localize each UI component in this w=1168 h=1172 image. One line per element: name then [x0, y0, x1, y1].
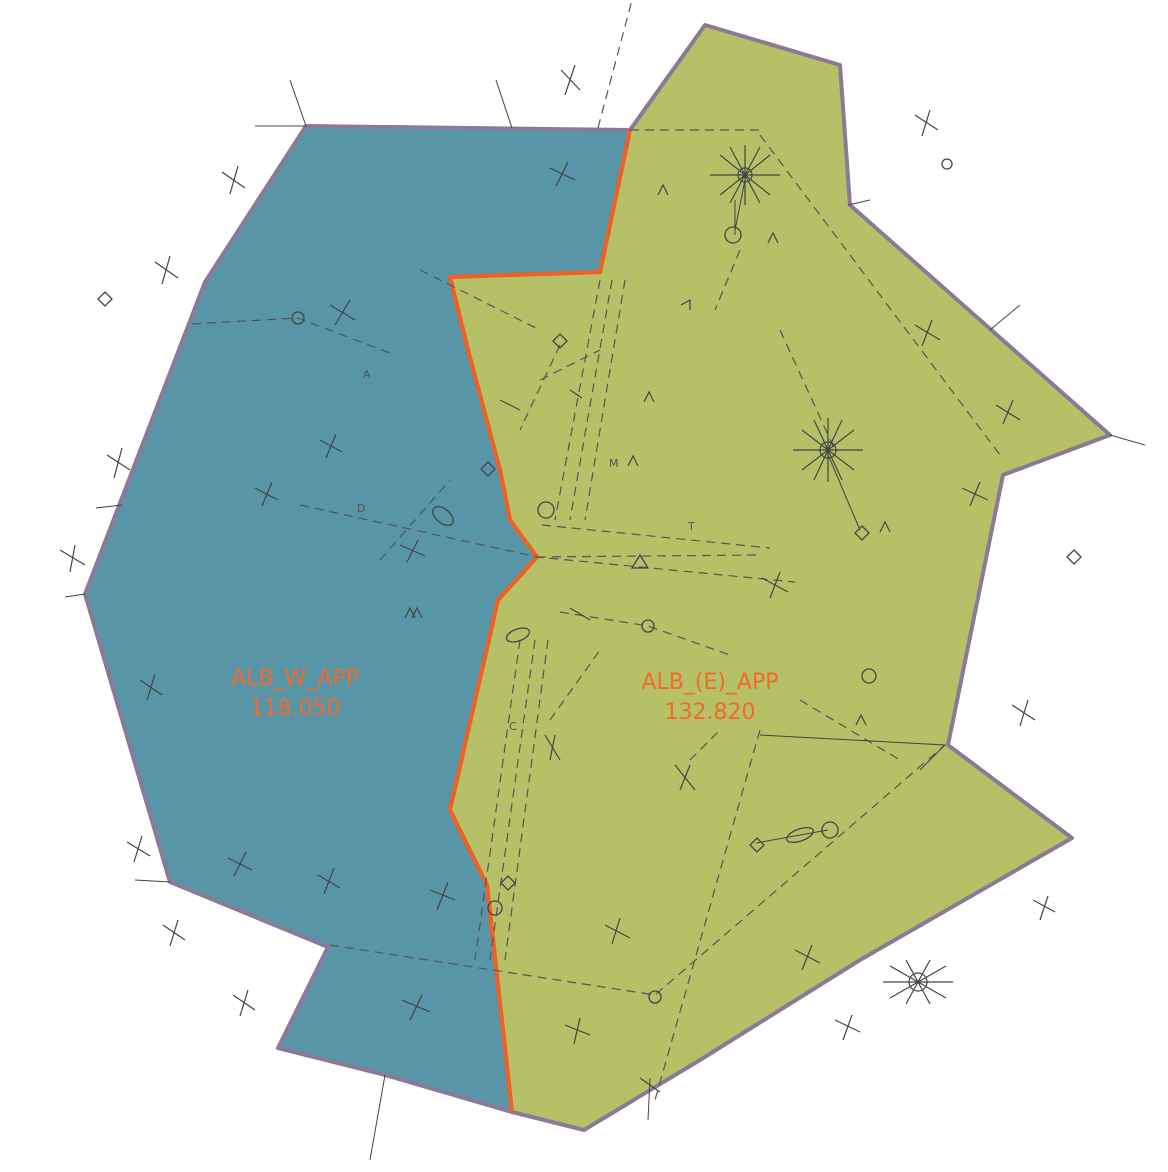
west-sector-label[interactable]: ALB_W_APP 118.050	[225, 664, 365, 724]
chart-letter-a: A	[363, 368, 371, 381]
chevron-symbols	[404, 183, 891, 726]
sector-split-line	[448, 129, 632, 1113]
west-sector-frequency: 118.050	[249, 696, 341, 721]
airway-routes	[191, 0, 1001, 1101]
east-sector-frequency: 132.820	[664, 700, 756, 725]
chart-letter-m: M	[609, 457, 619, 470]
east-sector-label[interactable]: ALB_(E)_APP 132.820	[620, 668, 800, 728]
chart-letter-d: D	[357, 502, 365, 515]
east-sector-name: ALB_(E)_APP	[641, 670, 779, 695]
vor-starbursts	[710, 145, 953, 1005]
chart-letters: A D C M T	[357, 368, 695, 733]
chart-letter-c: C	[509, 720, 517, 733]
navaid-symbols	[97, 158, 1082, 1004]
chart-letter-t: T	[687, 520, 695, 533]
west-sector-name: ALB_W_APP	[231, 666, 359, 691]
fix-crosses	[59, 64, 1056, 1093]
